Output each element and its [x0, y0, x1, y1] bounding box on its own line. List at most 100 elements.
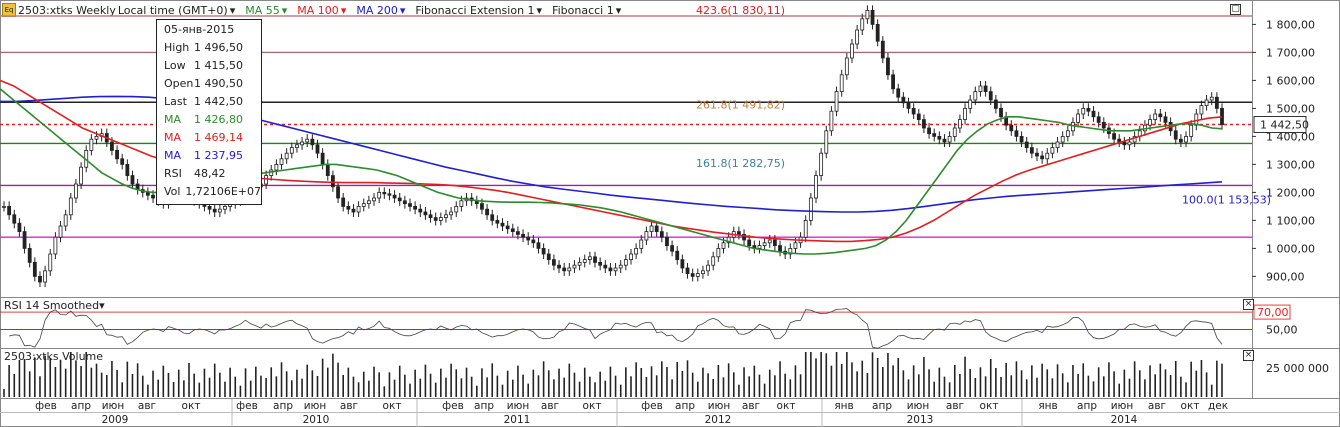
x-year-label: 2009 [102, 414, 129, 426]
candle [690, 273, 695, 277]
candle [438, 217, 443, 221]
ma100-menu[interactable]: MA 100 ▾ [297, 4, 346, 17]
candle [726, 236, 731, 244]
candle [521, 233, 525, 238]
candle [377, 191, 382, 199]
candle [490, 214, 495, 221]
fibonacci-label: 100.0(1 153,53) [1182, 193, 1271, 206]
candle [1184, 135, 1188, 143]
candle [505, 225, 510, 230]
candle [413, 205, 418, 210]
x-year-label: 2014 [1111, 414, 1138, 426]
candle [1163, 116, 1168, 123]
candle [1024, 141, 1029, 148]
tooltip-value: 1 469,14 [194, 131, 243, 145]
candle [562, 267, 567, 272]
candle [1122, 141, 1127, 146]
candle [485, 208, 489, 216]
crosshair-tooltip: 05-янв-2015 High 1 496,50 Low 1 415,50 Open 1… [156, 19, 262, 205]
candle [22, 231, 27, 249]
candle [916, 113, 921, 120]
rsi-panel-title[interactable]: RSI 14 Smoothed▾ [4, 299, 105, 312]
candle [1096, 116, 1101, 123]
candle [1148, 119, 1152, 126]
candle [500, 222, 505, 227]
candle [351, 208, 356, 213]
candle [53, 236, 58, 255]
ma200-menu[interactable]: MA 200 ▾ [356, 4, 405, 17]
candle [125, 163, 130, 176]
x-month-label: июн [1111, 400, 1134, 412]
candle [629, 253, 633, 260]
ma55-menu[interactable]: MA 55 ▾ [245, 4, 287, 17]
tooltip-row: Low 1 415,50 [157, 56, 261, 74]
candle [1189, 124, 1194, 137]
candle [639, 239, 644, 249]
x-month-label: окт [1181, 400, 1200, 412]
fib-menu[interactable]: Fibonacci 1 ▾ [552, 4, 621, 17]
candle [68, 197, 73, 216]
symbol-menu[interactable]: Eq 2503:xtks Weekly Local time (GMT+0) ▾ [2, 3, 235, 17]
fib-ext-menu[interactable]: Fibonacci Extension 1 ▾ [415, 4, 542, 17]
candle [289, 147, 294, 154]
candle [110, 141, 114, 151]
candle [1009, 124, 1014, 132]
candle [701, 270, 705, 274]
candle [480, 203, 484, 210]
candle [649, 225, 654, 232]
close-icon[interactable]: × [1243, 299, 1254, 310]
candle [1045, 152, 1050, 160]
candle [613, 267, 618, 272]
y-tick-label: 1 300,00 [1266, 158, 1315, 171]
close-icon[interactable]: × [1243, 350, 1254, 361]
candle [808, 197, 813, 221]
candle [1086, 108, 1091, 112]
tooltip-key: MA [164, 149, 182, 163]
candle [1014, 130, 1019, 137]
candle [603, 264, 608, 269]
rsi-line [9, 308, 1223, 349]
candle [1050, 147, 1055, 154]
chevron-down-icon: ▾ [399, 3, 406, 17]
candle [963, 108, 967, 121]
candle [685, 267, 690, 274]
candle [212, 208, 217, 213]
x-month-label: июн [708, 400, 731, 412]
candle [618, 264, 623, 269]
candle [968, 99, 973, 109]
x-month-label: авг [138, 400, 156, 412]
tooltip-value: 1 496,50 [194, 40, 243, 54]
x-year-label: 2013 [907, 414, 934, 426]
candle [706, 264, 710, 272]
x-month-label: авг [742, 400, 760, 412]
candle [906, 102, 911, 109]
candle [875, 23, 880, 42]
tooltip-key: RSI [164, 167, 182, 181]
candle [927, 127, 931, 134]
x-month-label: авг [1148, 400, 1166, 412]
candle [1112, 133, 1116, 140]
y-tick-label: 1 400,00 [1266, 130, 1315, 143]
x-month-label: фев [35, 400, 57, 412]
timezone-label: Local time (GMT+0) [117, 3, 228, 17]
candle [336, 186, 340, 199]
candle [1204, 99, 1209, 106]
rsi-level-box [1253, 304, 1291, 320]
maximize-icon[interactable]: ▢ [1230, 4, 1241, 15]
candle [577, 261, 582, 266]
candle [1055, 141, 1060, 148]
candle [74, 183, 78, 199]
candle [48, 253, 53, 272]
x-month-label: окт [182, 400, 201, 412]
candle [526, 236, 531, 241]
candle [366, 200, 371, 205]
candle [94, 135, 99, 140]
y-tick-label: 1 000,00 [1266, 242, 1315, 255]
tooltip-key: Vol [164, 185, 181, 199]
candle [295, 144, 299, 149]
tooltip-key: MA [164, 131, 182, 145]
x-month-label: авг [946, 400, 964, 412]
candle [207, 205, 212, 210]
candle [942, 138, 947, 143]
